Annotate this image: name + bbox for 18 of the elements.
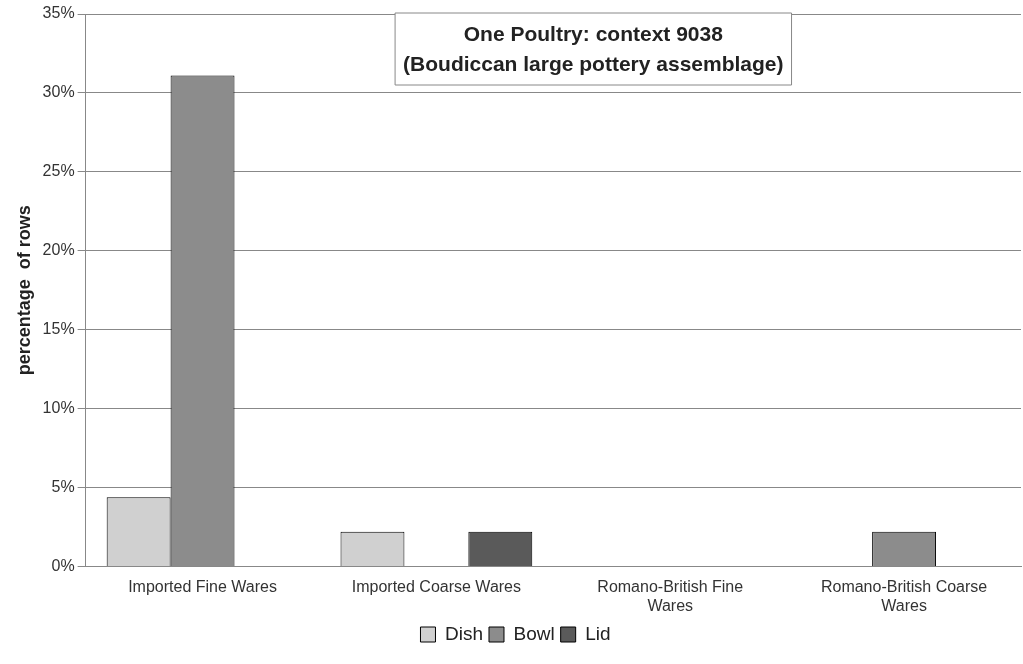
x-tick-label: Romano-British Fine Wares (597, 577, 744, 614)
y-tick-label: 20% (42, 241, 75, 259)
legend-label: Lid (585, 622, 611, 644)
text: (Boudiccan large pottery assemblage) (403, 51, 784, 75)
y-tick-label: 30% (42, 83, 75, 101)
chart-title: One Poultry: context 9038 (463, 21, 724, 45)
x-tick-label: Imported Fine Wares (128, 577, 277, 595)
x-tick-label: Imported Coarse Wares (351, 577, 522, 595)
y-tick-label: 35% (42, 4, 75, 22)
legend-label: Dish (444, 622, 483, 644)
y-tick-label: 15% (42, 320, 75, 338)
legend-label: Bowl (513, 622, 555, 644)
y-tick-label: 25% (42, 162, 75, 180)
y-axis-title: percentage of rows (13, 205, 34, 376)
x-tick-label: Romano-British Coarse Wares (820, 577, 988, 614)
y-tick-label: 0% (51, 557, 75, 575)
y-tick-label: 10% (42, 399, 75, 417)
y-tick-label: 5% (51, 478, 75, 496)
